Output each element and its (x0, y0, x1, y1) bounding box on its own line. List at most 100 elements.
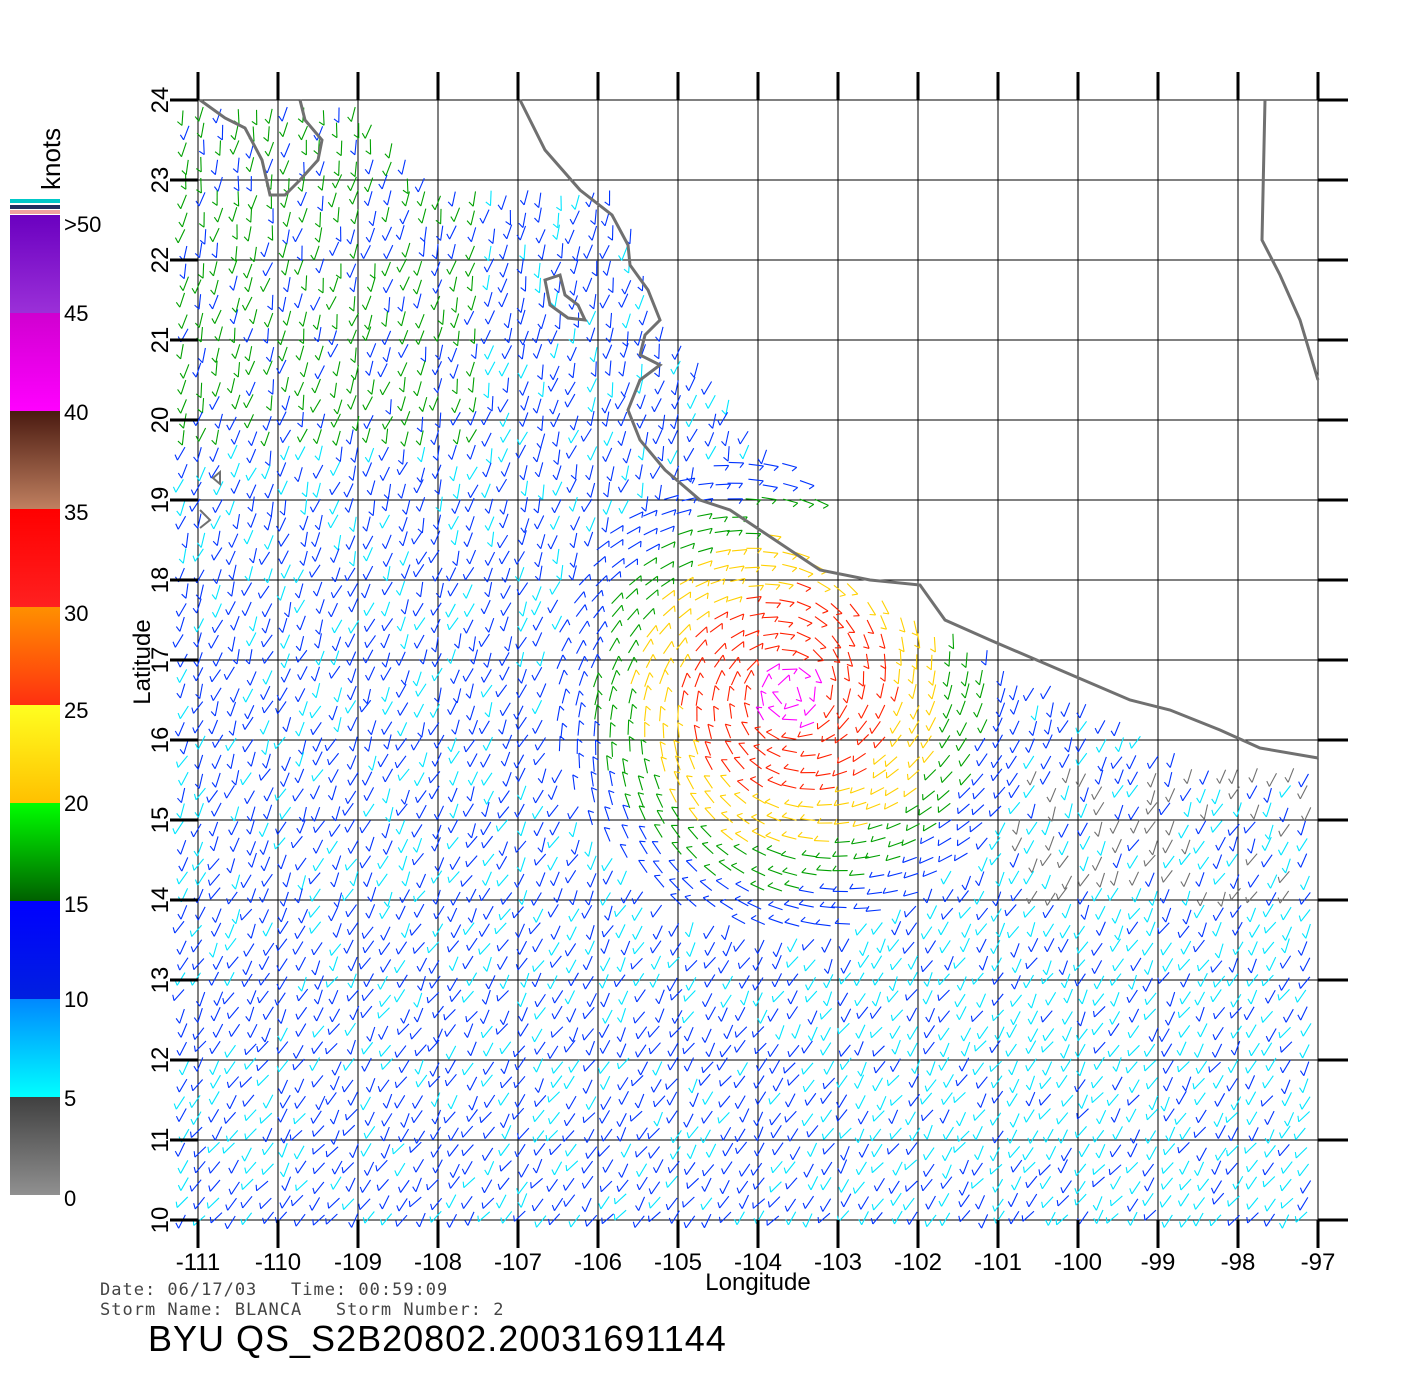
wind-barb (211, 242, 219, 259)
wind-barb (1076, 1108, 1089, 1120)
wind-barb (720, 759, 731, 773)
wind-barb (704, 974, 716, 988)
wind-barb (461, 990, 474, 1003)
wind-barb (657, 414, 666, 431)
wind-barb (799, 480, 815, 490)
wind-barb (383, 891, 393, 907)
wind-barb (448, 516, 459, 530)
wind-barb (697, 527, 713, 535)
wind-barb (470, 343, 478, 360)
wind-barb (604, 190, 611, 206)
wind-barb (586, 310, 597, 326)
wind-barb (657, 445, 665, 462)
wind-barb (385, 806, 394, 823)
wind-barb (312, 858, 325, 872)
wind-barb (1194, 1161, 1205, 1176)
wind-barb (398, 330, 409, 345)
wind-barb (733, 1075, 746, 1089)
wind-barb (668, 1210, 680, 1224)
legend-label: 40 (64, 400, 88, 425)
wind-barb (294, 1095, 306, 1109)
wind-barb (327, 343, 339, 358)
wind-barb (1141, 942, 1154, 956)
wind-barb (733, 939, 745, 952)
wind-barb (629, 703, 638, 720)
wind-barb (582, 277, 593, 293)
wind-barb (902, 856, 917, 864)
wind-barb (1230, 1096, 1242, 1111)
wind-barb (1091, 942, 1103, 956)
wind-barb (377, 1079, 390, 1093)
wind-barb (437, 309, 445, 326)
wind-barb (431, 1109, 442, 1125)
wind-barb (447, 737, 457, 753)
wind-barb (452, 688, 462, 704)
wind-barb (686, 1144, 697, 1159)
wind-barb (724, 740, 734, 755)
wind-barb (670, 360, 681, 375)
wind-barb (888, 976, 898, 992)
wind-barb (434, 857, 445, 872)
wind-barb (1107, 887, 1119, 901)
wind-barb (802, 1079, 815, 1093)
wind-barb (365, 904, 376, 919)
wind-barb (991, 1009, 1005, 1022)
wind-barb (398, 1179, 410, 1193)
wind-barb (315, 599, 325, 614)
wind-barb (418, 752, 428, 768)
wind-barb (751, 827, 766, 839)
wind-barb (313, 989, 323, 1005)
wind-barb (703, 775, 713, 789)
wind-barb (797, 731, 813, 738)
wind-barb (632, 973, 645, 987)
wind-barb (1245, 853, 1258, 866)
wind-barb (517, 617, 528, 632)
wind-barb (397, 343, 409, 358)
wind-barb (770, 1160, 783, 1174)
legend-band (10, 215, 60, 313)
wind-barb (359, 855, 371, 869)
wind-barb (905, 804, 919, 814)
wind-barb (859, 941, 869, 956)
wind-barb (536, 364, 544, 380)
wind-barb (1007, 1146, 1021, 1159)
wind-barb (701, 1213, 712, 1228)
wind-barb (431, 464, 442, 479)
wind-barb (520, 395, 530, 411)
wind-barb (804, 1092, 817, 1106)
wind-barb (275, 517, 287, 532)
wind-barb (1097, 756, 1107, 772)
wind-barb (1232, 1175, 1244, 1190)
wind-barb (1148, 1027, 1159, 1042)
wind-barb (193, 841, 204, 857)
wind-barb (879, 666, 887, 682)
wind-barb (534, 1007, 546, 1020)
wind-barb (432, 1159, 443, 1174)
wind-barb (499, 702, 511, 716)
wind-barb (746, 547, 762, 554)
wind-barb (530, 892, 542, 906)
wind-barb (586, 482, 596, 498)
wind-barb (785, 1211, 797, 1226)
wind-barb (293, 569, 304, 584)
wind-barb (395, 225, 405, 240)
wind-barb (346, 263, 357, 278)
wind-barb (1096, 840, 1106, 856)
wind-barb (276, 462, 287, 477)
wind-barb (464, 1211, 475, 1226)
wind-barb (255, 1180, 269, 1192)
wind-barb (1246, 1197, 1259, 1210)
wind-barb (1075, 752, 1088, 766)
wind-barb (409, 1027, 422, 1040)
wind-barb (1114, 804, 1124, 820)
wind-barb (399, 276, 410, 291)
wind-barb (452, 550, 460, 567)
wind-barb (1248, 1042, 1260, 1057)
wind-barb (1078, 1094, 1088, 1109)
wind-barb (330, 413, 341, 428)
wind-barb (1057, 720, 1069, 734)
lat-tick-label: 21 (147, 327, 174, 354)
wind-barb (589, 293, 597, 310)
wind-barb (1144, 1177, 1155, 1192)
wind-barb (466, 705, 476, 721)
